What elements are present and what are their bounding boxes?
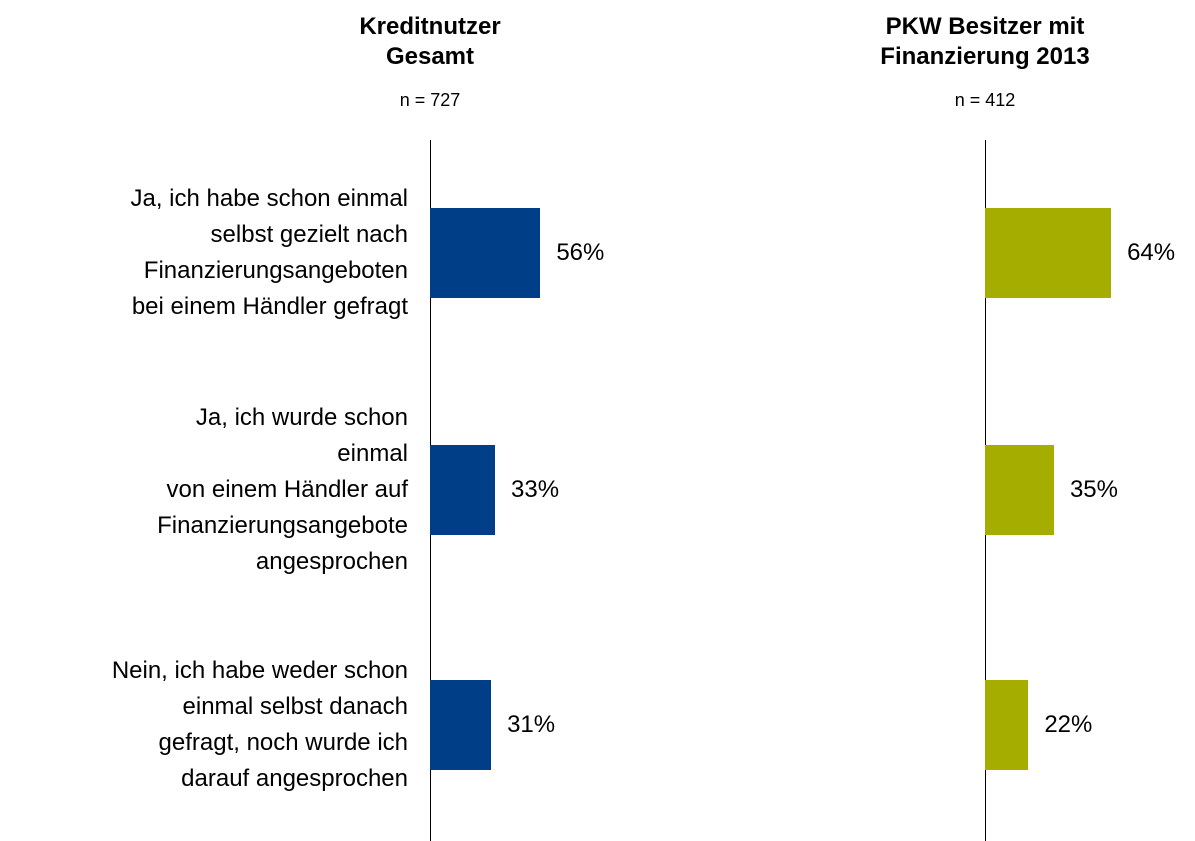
value-label: 56% [556,239,605,266]
value-label: 35% [1069,476,1118,503]
panel-title: PKW Besitzer mit Finanzierung 2013 [880,13,1090,70]
category-label: Ja, ich habe schon einmal selbst gezielt… [130,185,409,320]
value-label: 64% [1127,239,1176,266]
panel-subtitle: n = 412 [954,90,1016,110]
bar [430,208,541,298]
value-label: 22% [1044,711,1093,738]
panel-subtitle: n = 727 [399,90,461,110]
bar [985,445,1054,535]
bar [430,680,492,770]
panel-title: Kreditnutzer Gesamt [359,13,501,70]
category-label: Nein, ich habe weder schon einmal selbst… [111,657,408,792]
value-label: 33% [511,476,560,503]
category-label: Ja, ich wurde schon einmal von einem Hän… [157,404,408,575]
bar [430,445,495,535]
value-label: 31% [507,711,556,738]
bar [985,680,1029,770]
bar [985,208,1112,298]
